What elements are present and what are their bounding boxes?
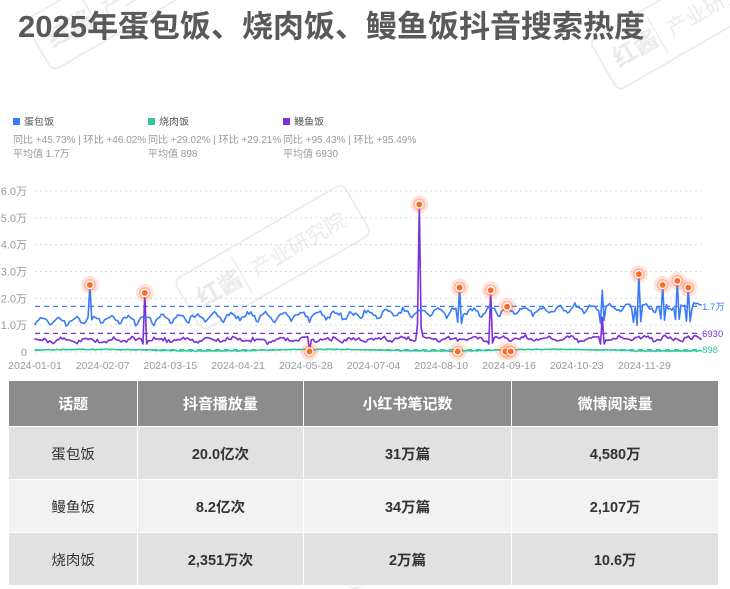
svg-text:2024-01-01: 2024-01-01 [8,360,62,372]
svg-text:898: 898 [702,345,718,356]
svg-text:2024-07-04: 2024-07-04 [347,360,401,372]
svg-text:2024-10-23: 2024-10-23 [550,360,604,372]
svg-text:2024-08-10: 2024-08-10 [414,360,468,372]
svg-text:1.0万: 1.0万 [1,320,27,332]
svg-text:1.7万: 1.7万 [702,302,725,313]
svg-text:0: 0 [21,347,27,359]
svg-text:4.0万: 4.0万 [1,240,27,252]
svg-text:2024-11-29: 2024-11-29 [618,360,671,372]
svg-text:6930: 6930 [702,329,723,340]
svg-text:3.0万: 3.0万 [1,267,27,279]
svg-text:2024-04-21: 2024-04-21 [211,360,265,372]
svg-text:2024-09-16: 2024-09-16 [482,360,536,372]
svg-text:2024-05-28: 2024-05-28 [279,360,333,372]
svg-text:6.0万: 6.0万 [1,186,27,198]
svg-text:2024-03-15: 2024-03-15 [144,360,198,372]
svg-text:2024-02-07: 2024-02-07 [76,360,130,372]
svg-text:5.0万: 5.0万 [1,213,27,225]
svg-text:2.0万: 2.0万 [1,293,27,305]
